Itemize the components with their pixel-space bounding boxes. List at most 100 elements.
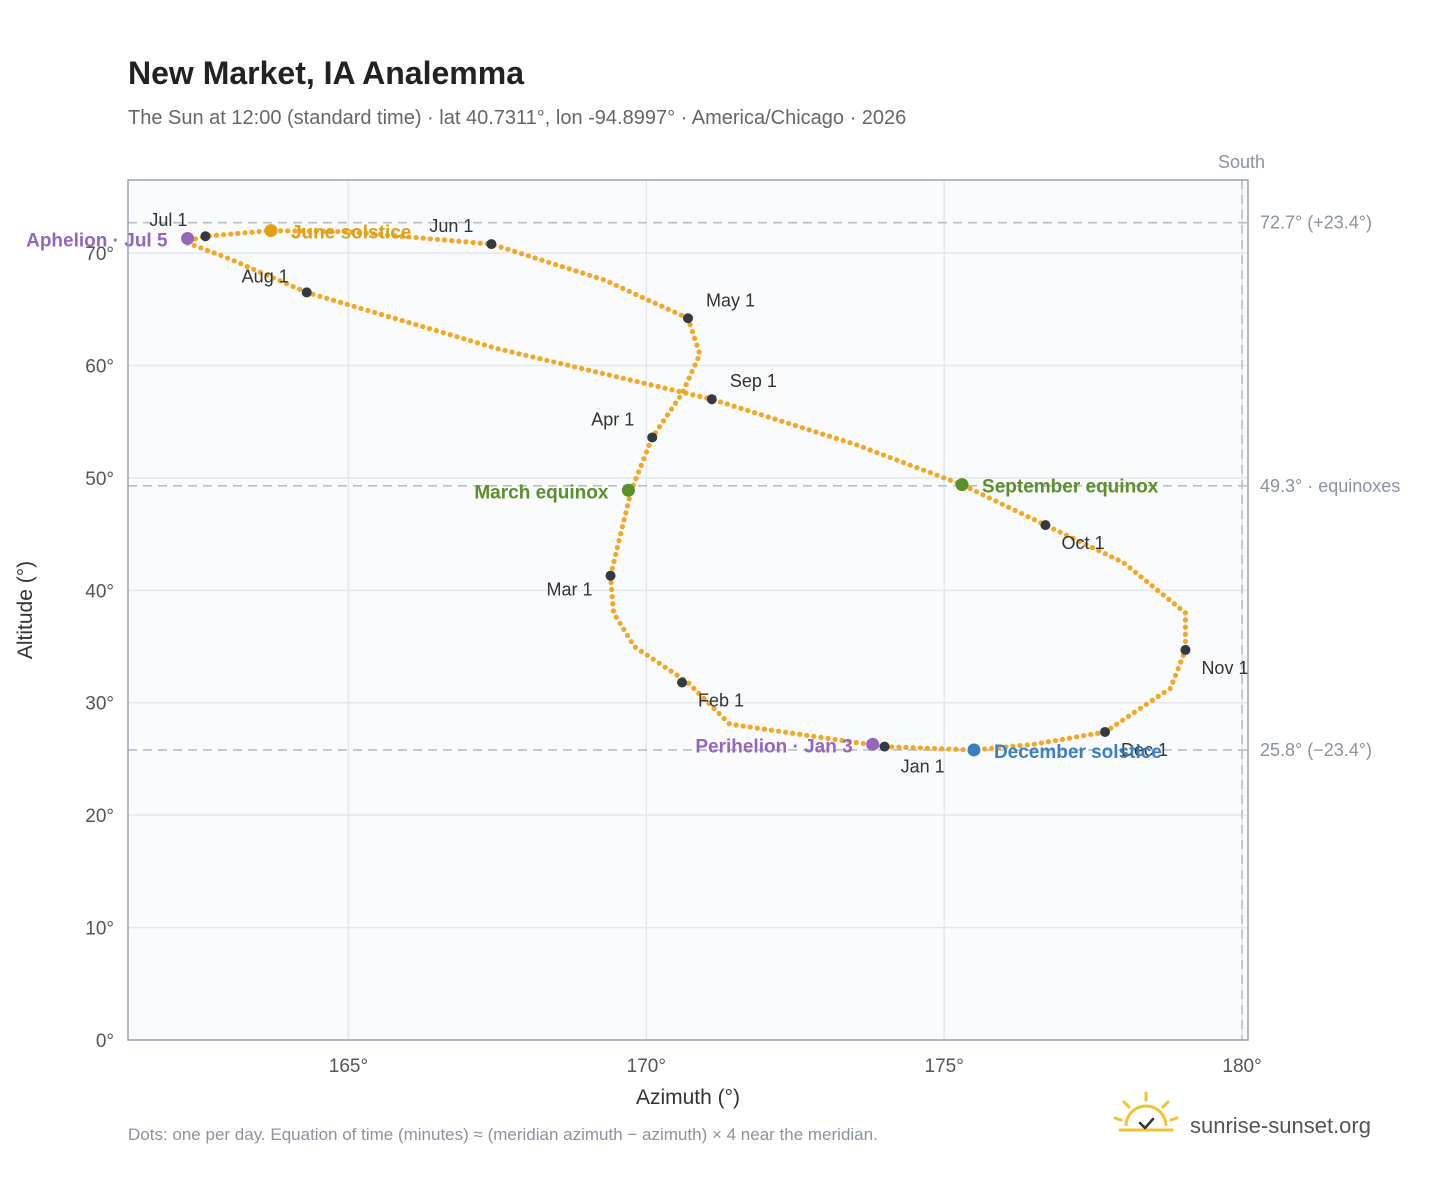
day-dot: [1064, 532, 1070, 538]
month-label: Jan 1: [901, 757, 945, 777]
day-dot: [434, 236, 441, 243]
month-marker: [683, 313, 693, 324]
day-dot: [953, 746, 959, 752]
day-dot: [668, 406, 675, 412]
day-dot: [204, 247, 211, 254]
day-dot: [1083, 541, 1089, 548]
y-tick-label: 30°: [85, 694, 114, 715]
day-dot: [668, 668, 674, 674]
day-dot: [420, 324, 426, 330]
day-dot: [853, 739, 859, 746]
day-dot: [624, 503, 631, 509]
day-dot: [372, 309, 378, 316]
plot-frame: [127, 179, 1249, 1041]
day-dot: [690, 392, 696, 398]
day-dot: [691, 685, 697, 691]
day-dot: [648, 382, 654, 388]
day-dot: [903, 744, 909, 750]
day-dot: [980, 492, 986, 498]
day-dot: [740, 723, 746, 729]
day-dot: [867, 447, 873, 453]
day-dot: [224, 255, 231, 261]
day-dot: [1051, 526, 1057, 532]
month-label: Sep 1: [730, 371, 777, 391]
day-dot: [242, 230, 248, 236]
event-marker: [621, 483, 635, 497]
day-dot: [1171, 601, 1177, 607]
day-dot: [495, 346, 501, 352]
day-dot: [939, 746, 945, 752]
day-dot: [687, 322, 693, 328]
day-dot: [960, 746, 966, 753]
day-dot: [619, 524, 626, 530]
day-dot: [643, 449, 650, 455]
day-dot: [797, 731, 803, 737]
day-dot: [638, 462, 644, 468]
day-dot: [624, 632, 631, 639]
y-tick-label: 10°: [85, 919, 114, 940]
day-dot: [623, 510, 629, 516]
day-dot: [310, 291, 316, 297]
day-dot: [218, 252, 224, 259]
day-dot: [620, 285, 626, 291]
day-dot: [365, 307, 371, 314]
day-dot: [525, 253, 531, 259]
day-dot: [724, 401, 730, 407]
day-dot: [676, 394, 683, 400]
y-tick-label: 60°: [85, 356, 114, 377]
day-dot: [1109, 554, 1115, 560]
day-dot: [539, 257, 545, 263]
day-dot: [1115, 557, 1121, 563]
day-dot: [917, 745, 923, 751]
day-dot: [633, 476, 639, 482]
month-label: Aug 1: [242, 266, 289, 286]
day-dot: [854, 442, 860, 448]
day-dot: [1125, 713, 1132, 719]
day-dot: [610, 608, 616, 614]
day-dot: [399, 317, 405, 324]
day-dot: [413, 234, 419, 241]
day-dot: [614, 544, 620, 551]
day-dot: [678, 312, 684, 318]
day-dot: [696, 690, 702, 696]
day-dot: [765, 414, 771, 420]
south-label: South: [1218, 152, 1265, 172]
day-dot: [934, 472, 940, 478]
day-dot: [470, 239, 476, 246]
day-dot: [342, 229, 348, 235]
day-dot: [731, 403, 737, 409]
day-dot: [1182, 610, 1189, 616]
month-label: Mar 1: [547, 580, 593, 600]
day-dot: [313, 228, 319, 234]
day-dot: [874, 449, 880, 456]
day-dot: [537, 356, 543, 362]
day-dot: [1031, 741, 1037, 747]
day-dot: [665, 306, 671, 312]
day-dot: [505, 246, 511, 252]
day-dot: [1102, 551, 1108, 557]
day-dot: [1076, 538, 1083, 545]
day-dot: [426, 326, 433, 332]
event-label: Aphelion · Jul 5: [26, 230, 168, 251]
day-dot: [544, 357, 550, 363]
day-dot: [706, 700, 712, 707]
month-marker: [879, 741, 890, 752]
day-dot: [758, 412, 764, 418]
day-dot: [607, 279, 613, 286]
day-dot: [914, 465, 920, 471]
day-dot: [1155, 693, 1161, 699]
day-dot: [454, 334, 460, 340]
brand-name[interactable]: sunrise-sunset.org: [1190, 1113, 1371, 1138]
day-dot: [477, 240, 483, 246]
day-dot: [676, 388, 682, 395]
x-tick-label: 175°: [925, 1056, 964, 1077]
day-dot: [747, 724, 753, 730]
day-dot: [1131, 709, 1138, 715]
event-marker: [181, 231, 195, 245]
day-dot: [1018, 510, 1025, 517]
day-dot: [392, 233, 398, 239]
footnote: Dots: one per day. Equation of time (min…: [128, 1125, 878, 1144]
day-dot: [324, 295, 330, 301]
chart-subtitle: The Sun at 12:00 (standard time) · lat 4…: [128, 107, 906, 129]
day-dot: [192, 236, 199, 242]
